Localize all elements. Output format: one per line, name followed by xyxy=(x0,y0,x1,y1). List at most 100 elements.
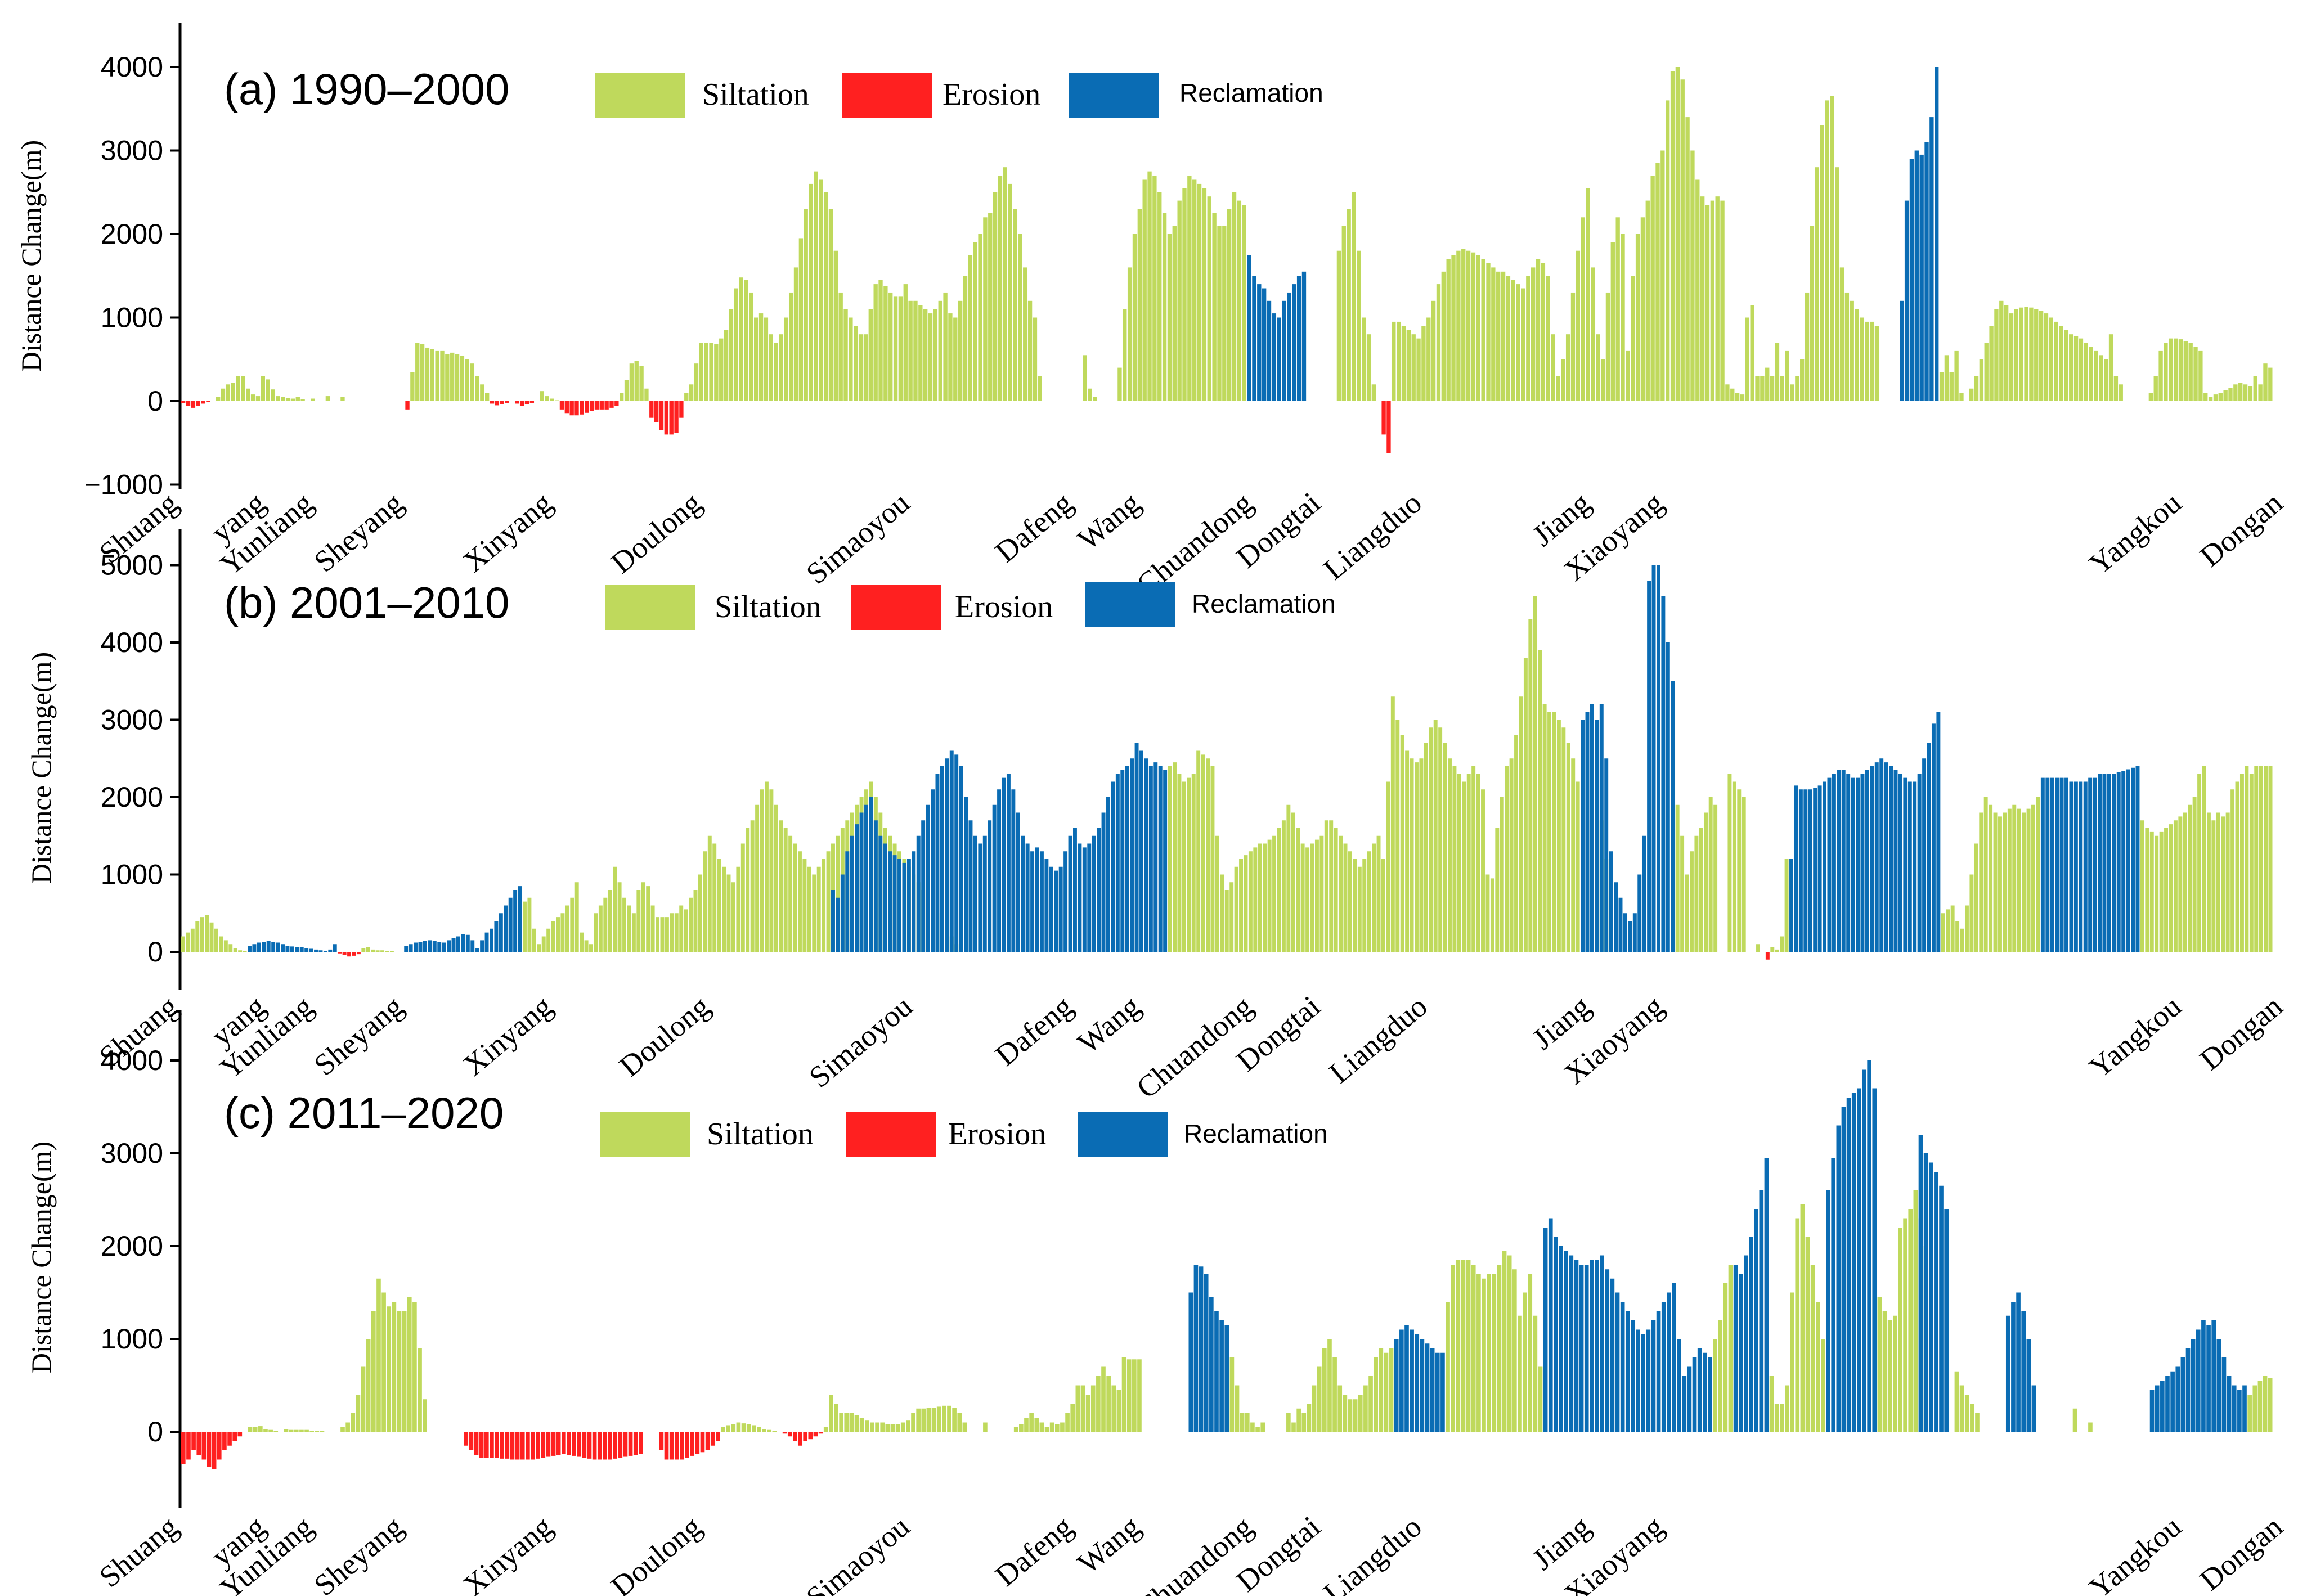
reclamation-bar xyxy=(1574,1260,1579,1432)
reclamation-bar xyxy=(2185,1348,2191,1432)
siltation-bar xyxy=(1267,839,1272,952)
reclamation-bar xyxy=(1789,859,1793,952)
reclamation-bar xyxy=(1595,1260,1599,1432)
siltation-bar xyxy=(1182,781,1186,952)
siltation-bar xyxy=(1984,343,1989,401)
reclamation-bar xyxy=(1073,828,1077,952)
siltation-bar xyxy=(2039,311,2044,401)
reclamation-bar xyxy=(1609,851,1613,952)
siltation-bar xyxy=(740,843,745,952)
siltation-bar xyxy=(721,1427,725,1432)
erosion-bar xyxy=(500,401,504,404)
reclamation-bar xyxy=(1846,774,1851,952)
siltation-bar xyxy=(793,267,798,401)
siltation-bar xyxy=(1605,292,1610,401)
reclamation-bar xyxy=(2050,777,2054,952)
siltation-bar xyxy=(1088,388,1092,401)
siltation-bar xyxy=(689,384,694,401)
erosion-bar xyxy=(405,401,410,410)
siltation-bar xyxy=(823,192,828,401)
siltation-bar xyxy=(1745,317,1749,401)
siltation-bar xyxy=(1496,271,1501,401)
siltation-bar xyxy=(1502,1251,1507,1432)
siltation-bar xyxy=(978,234,982,401)
siltation-bar xyxy=(1132,1359,1137,1432)
siltation-bar xyxy=(783,828,788,952)
siltation-bar xyxy=(1780,376,1784,401)
siltation-bar xyxy=(2113,376,2119,401)
siltation-bar xyxy=(958,300,963,401)
reclamation-bar xyxy=(1687,1366,1692,1432)
reclamation-bar xyxy=(1543,1228,1548,1432)
reclamation-bar xyxy=(892,855,897,952)
reclamation-bar xyxy=(1656,1311,1661,1432)
siltation-bar xyxy=(556,917,560,952)
siltation-bar xyxy=(284,1429,289,1432)
reclamation-bar xyxy=(1874,762,1879,952)
reclamation-bar xyxy=(1889,766,1893,952)
siltation-bar xyxy=(1368,1376,1373,1432)
siltation-bar xyxy=(1281,820,1286,952)
siltation-bar xyxy=(371,1311,376,1432)
erosion-bar xyxy=(685,1432,689,1458)
y-tick-label: 0 xyxy=(147,1416,163,1447)
reclamation-bar xyxy=(281,944,285,952)
siltation-bar xyxy=(1426,317,1431,401)
siltation-bar xyxy=(1352,192,1356,401)
siltation-bar xyxy=(1177,774,1182,952)
siltation-bar xyxy=(1348,1399,1353,1432)
siltation-bar xyxy=(1075,1385,1080,1432)
siltation-bar xyxy=(1561,727,1566,952)
reclamation-bar xyxy=(1759,1190,1764,1432)
reclamation-bar xyxy=(1106,797,1110,952)
siltation-bar xyxy=(309,1431,315,1432)
siltation-bar xyxy=(963,276,968,401)
siltation-bar xyxy=(1116,1390,1121,1432)
reclamation-bar xyxy=(1898,774,1902,952)
siltation-bar xyxy=(1705,205,1710,401)
siltation-bar xyxy=(1785,1385,1789,1432)
reclamation-bar xyxy=(1599,704,1604,952)
location-label: Shuang xyxy=(93,1509,185,1594)
reclamation-bar xyxy=(1637,874,1642,952)
panel-a-axis: −1000 0 1000 2000 3000 4000 xyxy=(84,23,182,501)
siltation-bar xyxy=(2268,1378,2273,1432)
siltation-bar xyxy=(1708,797,1713,952)
reclamation-bar xyxy=(2088,777,2093,952)
siltation-bar xyxy=(1516,284,1520,401)
reclamation-bar xyxy=(2098,774,2102,952)
erosion-bar xyxy=(490,1432,494,1458)
location-label: Sheyang xyxy=(308,1509,410,1596)
siltation-bar xyxy=(1800,359,1805,401)
siltation-bar xyxy=(993,192,998,401)
siltation-bar xyxy=(767,1429,772,1432)
location-label: Dafeng xyxy=(989,1509,1079,1593)
reclamation-bar xyxy=(945,758,949,952)
siltation-bar xyxy=(1955,921,1960,952)
siltation-bar xyxy=(2216,812,2220,952)
y-tick-label: 4000 xyxy=(101,1045,163,1076)
siltation-bar xyxy=(864,1420,869,1432)
reclamation-bar xyxy=(897,859,901,952)
siltation-bar xyxy=(1536,259,1541,401)
y-tick-label: 0 xyxy=(147,385,163,417)
panel-a-legend: Siltation Erosion Reclamation xyxy=(595,73,1323,118)
reclamation-bar xyxy=(1808,789,1812,952)
reclamation-bar xyxy=(1934,1172,1938,1432)
reclamation-bar xyxy=(845,851,850,952)
location-label: Yangkou xyxy=(2083,989,2188,1085)
siltation-bar xyxy=(1750,305,1754,401)
erosion-bar xyxy=(191,1432,196,1450)
erosion-bar xyxy=(808,1432,813,1440)
siltation-bar xyxy=(1815,167,1819,401)
siltation-bar xyxy=(1362,859,1367,952)
siltation-bar xyxy=(863,334,868,401)
reclamation-bar xyxy=(1697,1348,1702,1432)
siltation-bar xyxy=(2198,350,2203,401)
siltation-bar xyxy=(356,1395,361,1432)
siltation-bar xyxy=(2213,394,2218,401)
siltation-bar xyxy=(233,948,237,952)
siltation-bar xyxy=(746,1424,751,1432)
siltation-bar xyxy=(689,897,693,952)
reclamation-bar xyxy=(1399,1329,1404,1432)
